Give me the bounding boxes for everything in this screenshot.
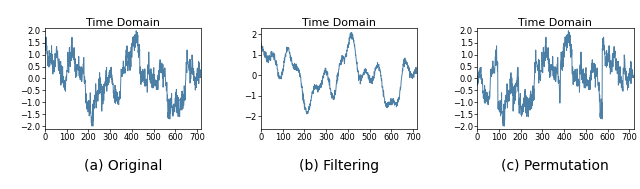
Title: Time Domain: Time Domain <box>518 18 592 28</box>
Title: Time Domain: Time Domain <box>86 18 160 28</box>
Text: (a) Original: (a) Original <box>84 159 163 173</box>
Text: (b) Filtering: (b) Filtering <box>299 159 380 173</box>
Text: (c) Permutation: (c) Permutation <box>501 159 609 173</box>
Title: Time Domain: Time Domain <box>302 18 376 28</box>
